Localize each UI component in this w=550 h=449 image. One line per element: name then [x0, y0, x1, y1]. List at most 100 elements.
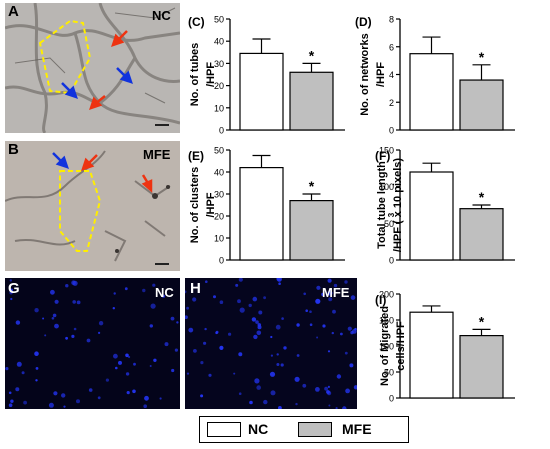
- nucleus-dot: [278, 406, 282, 409]
- legend: NC MFE: [199, 416, 409, 443]
- y-tick-label: 8: [389, 15, 394, 25]
- bar-nc: [409, 311, 454, 399]
- nucleus-dot: [316, 336, 319, 339]
- nucleus-dot: [65, 336, 68, 340]
- nucleus-dot: [263, 399, 268, 405]
- migration-image-nc: [5, 278, 180, 409]
- nucleus-dot: [275, 324, 281, 330]
- panel-label-h: H: [190, 280, 201, 297]
- y-tick-label: 50: [384, 219, 394, 229]
- nucleus-dot: [327, 350, 331, 353]
- nucleus-dot: [302, 383, 307, 388]
- significance-marker: *: [309, 178, 315, 194]
- nucleus-dot: [305, 309, 308, 312]
- nucleus-dot: [54, 299, 59, 304]
- nucleus-dot: [150, 303, 156, 309]
- nucleus-dot: [176, 321, 179, 324]
- nucleus-dot: [16, 361, 22, 367]
- nucleus-dot: [124, 287, 128, 291]
- nucleus-dot: [21, 371, 25, 375]
- legend-swatch-mfe: [298, 422, 332, 437]
- nucleus-dot: [321, 292, 325, 297]
- y-axis-label: No. of Migrated: [379, 306, 391, 386]
- nucleus-dot: [153, 358, 157, 362]
- nucleus-dot: [186, 306, 189, 310]
- nucleus-dot: [235, 283, 239, 287]
- y-axis-label: No. of clusters: [189, 167, 201, 243]
- y-tick-label: 150: [379, 316, 394, 326]
- nucleus-dot: [333, 283, 338, 288]
- nucleus-dot: [200, 394, 204, 398]
- nucleus-dot: [203, 341, 207, 345]
- y-tick-label: 50: [384, 368, 394, 378]
- nucleus-dot: [164, 342, 169, 347]
- significance-marker: *: [479, 313, 485, 329]
- nucleus-dot: [152, 283, 156, 287]
- panel-label: (F): [375, 149, 390, 163]
- nucleus-dot: [344, 280, 348, 284]
- nucleus-dot: [347, 326, 352, 331]
- nucleus-dot: [257, 323, 262, 327]
- nucleus-dot: [238, 392, 242, 395]
- nucleus-dot: [237, 299, 241, 304]
- nucleus-dot: [149, 365, 152, 367]
- nucleus-dot: [327, 385, 330, 388]
- panel-label-a: A: [8, 3, 19, 20]
- nucleus-dot: [248, 303, 252, 308]
- nucleus-dot: [326, 390, 330, 394]
- nucleus-dot: [23, 400, 27, 405]
- nucleus-dot: [8, 403, 13, 407]
- legend-swatch-nc: [207, 422, 241, 437]
- nucleus-dot: [200, 361, 204, 365]
- nucleus-dot: [270, 354, 273, 357]
- nucleus-dot: [61, 393, 66, 398]
- nucleus-dot: [161, 294, 166, 298]
- bar-mfe: [459, 208, 504, 261]
- nucleus-dot: [35, 379, 38, 382]
- y-tick-label: 0: [219, 256, 224, 266]
- panel-label: (I): [375, 293, 386, 307]
- y-tick-label: 50: [214, 15, 224, 25]
- nucleus-dot: [228, 332, 232, 336]
- bar-nc: [239, 52, 284, 131]
- nucleus-dot: [215, 331, 218, 335]
- nucleus-dot: [345, 388, 350, 394]
- nucleus-dot: [125, 353, 129, 358]
- y-axis-label: Total tube length: [376, 161, 388, 249]
- nucleus-dot: [219, 345, 224, 350]
- nucleus-dot: [350, 295, 356, 300]
- nucleus-dot: [353, 385, 357, 390]
- nucleus-dot: [63, 405, 66, 408]
- y-tick-label: 40: [214, 37, 224, 47]
- bar-nc: [409, 53, 454, 131]
- nucleus-dot: [71, 280, 76, 285]
- panel-label-b: B: [8, 141, 19, 158]
- y-axis-label-2: /HPF: [205, 62, 217, 87]
- y-tick-label: 0: [389, 126, 394, 136]
- y-axis-label-2: /HPF: [375, 62, 387, 87]
- nucleus-dot: [332, 309, 336, 314]
- nucleus-dot: [97, 396, 101, 400]
- nucleus-dot: [254, 378, 260, 384]
- nucleus-dot: [15, 387, 20, 392]
- nucleus-dot: [10, 288, 13, 292]
- nucleus-dot: [281, 317, 284, 320]
- nucleus-dot: [280, 363, 284, 367]
- nucleus-dot: [296, 323, 300, 327]
- nucleus-dot: [315, 298, 321, 304]
- nucleus-dot: [263, 296, 266, 300]
- nucleus-dot: [342, 406, 347, 409]
- significance-marker: *: [309, 47, 315, 63]
- nucleus-dot: [142, 288, 146, 293]
- nucleus-dot: [328, 297, 333, 302]
- nucleus-dot: [276, 353, 279, 356]
- micrograph-h: [185, 278, 357, 409]
- migration-image-mfe: [185, 278, 357, 409]
- y-axis-label-superscript: 3: [387, 212, 396, 217]
- micrograph-g: [5, 278, 180, 409]
- nucleus-dot: [98, 331, 101, 334]
- y-tick-label: 0: [219, 126, 224, 136]
- nucleus-dot: [327, 290, 333, 296]
- nucleus-dot: [48, 402, 54, 408]
